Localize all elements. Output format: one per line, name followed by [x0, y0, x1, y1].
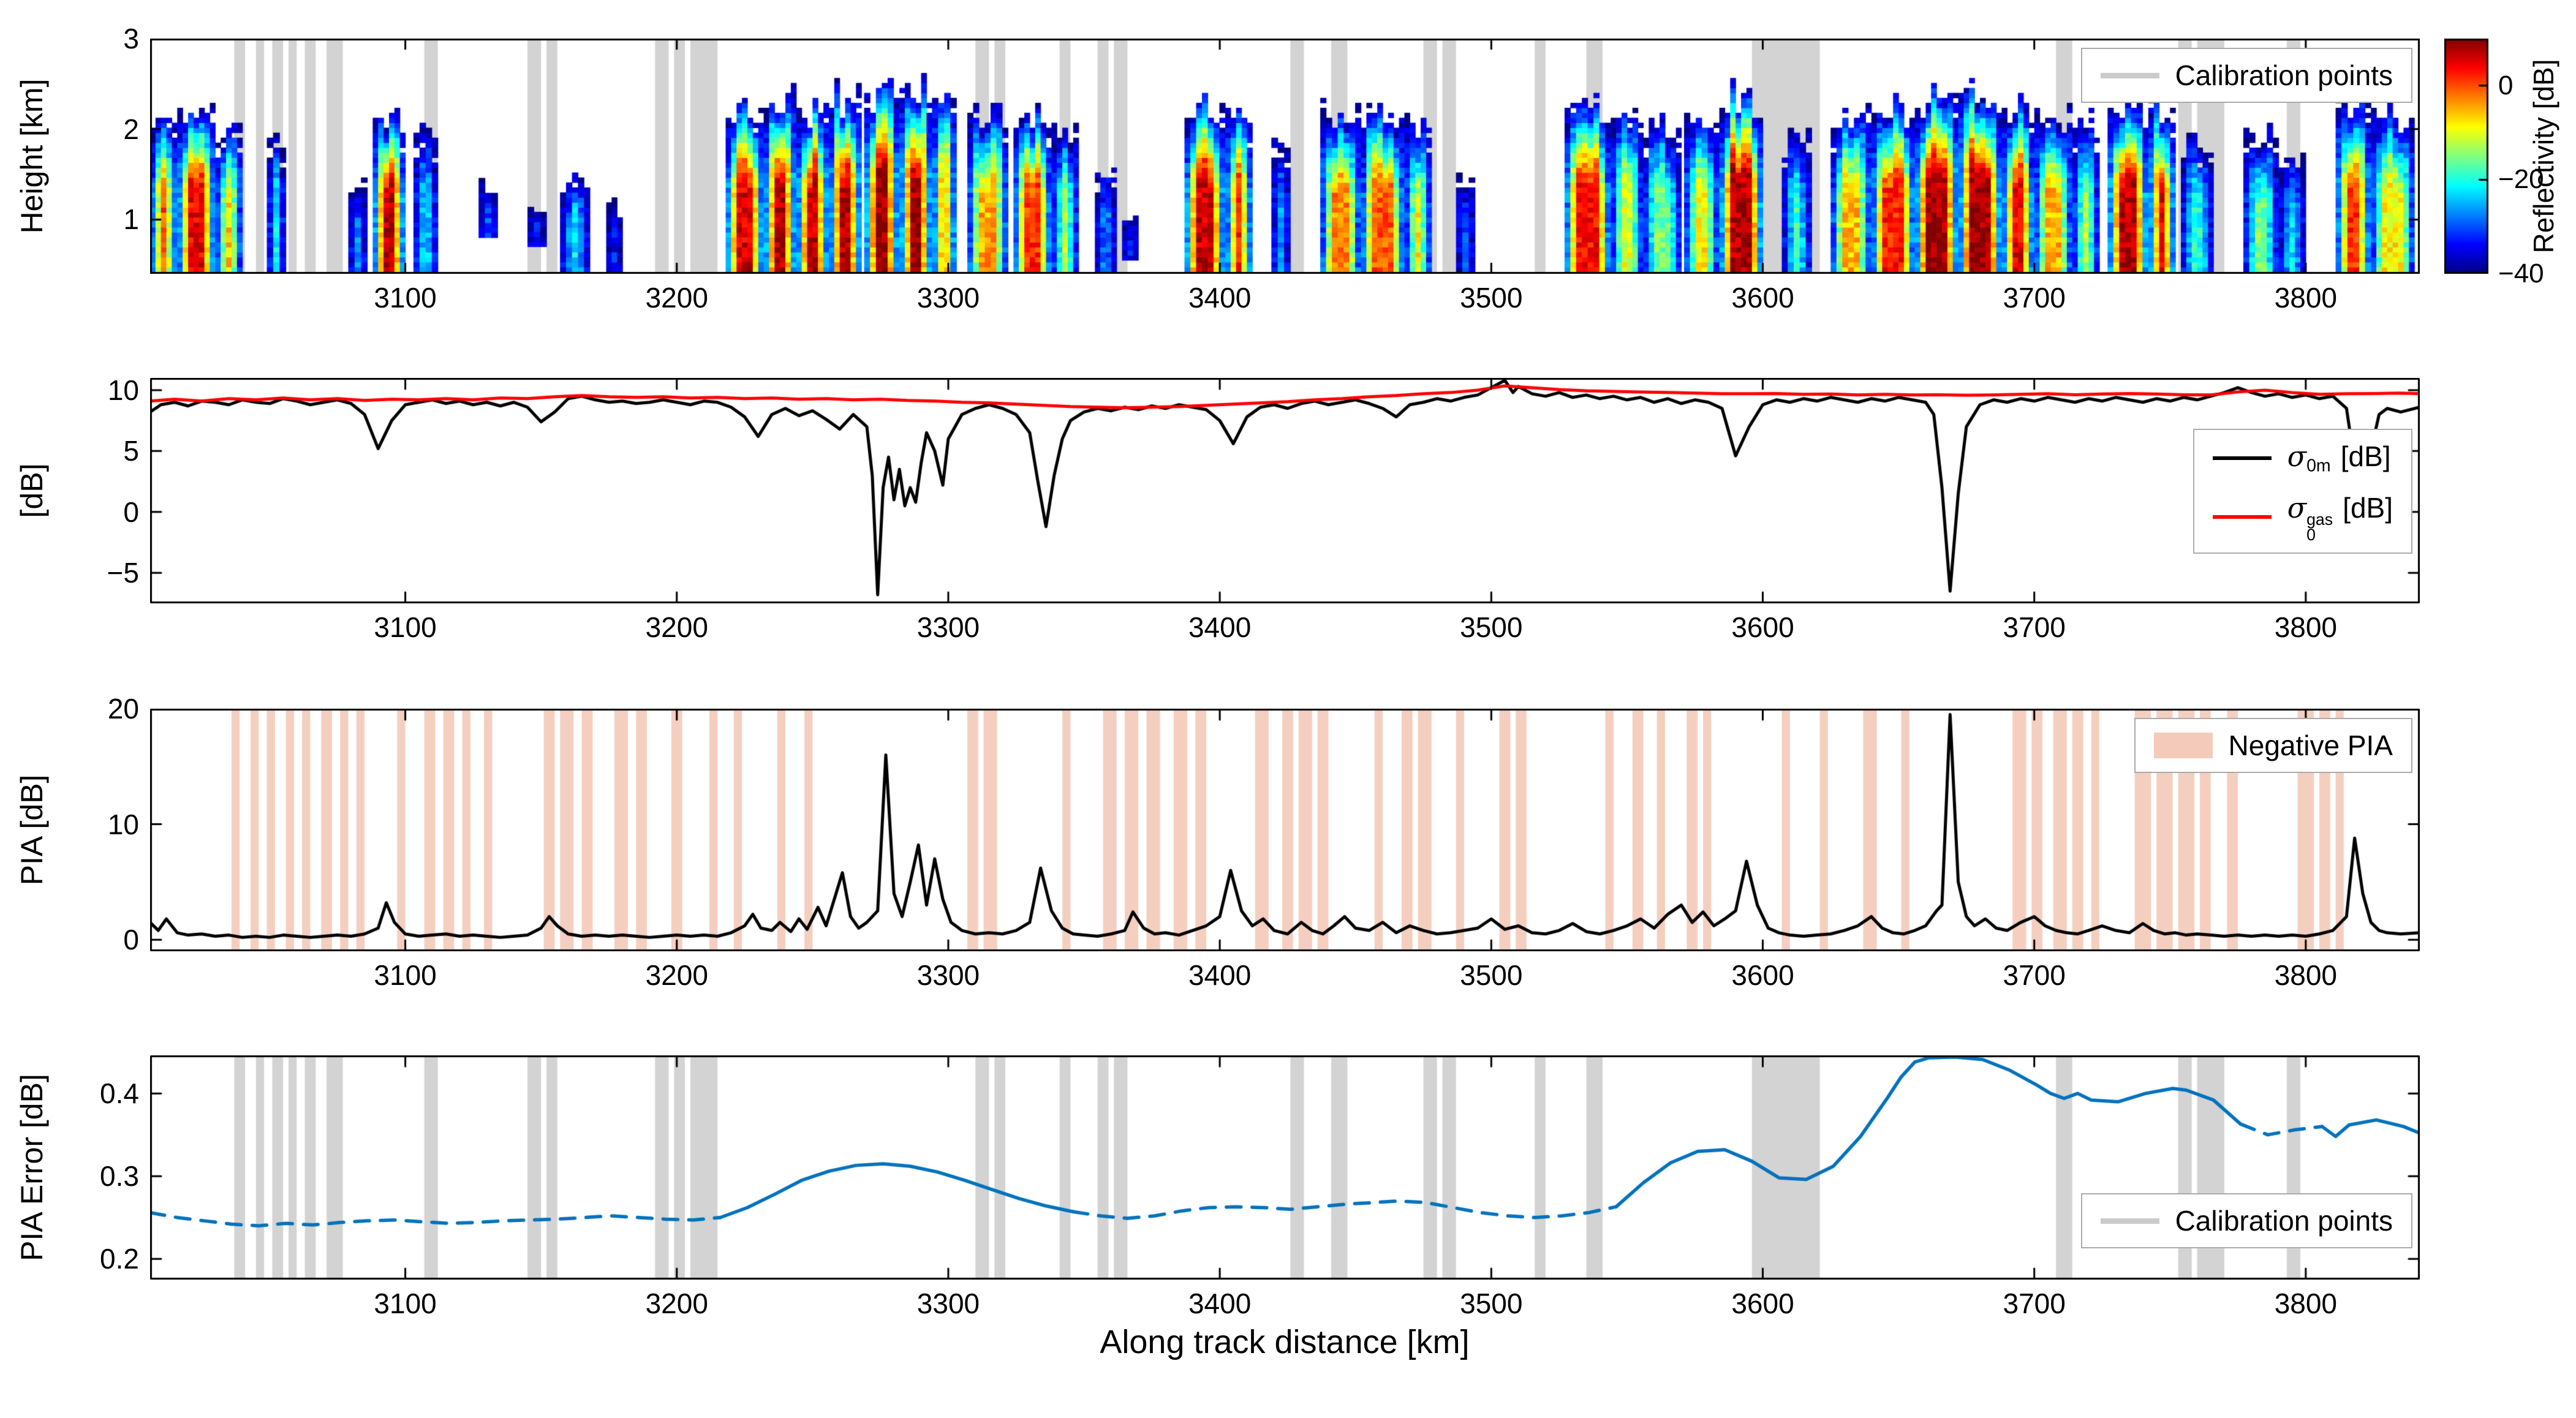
- x-tick-label: 3200: [645, 959, 708, 991]
- x-tick-label: 3800: [2274, 959, 2338, 991]
- legend-entry-sigma-0gas: σ gas 0 [dB]: [2212, 491, 2393, 544]
- x-tick-label: 3200: [645, 282, 708, 314]
- legend-calibration-points-top: Calibration points: [2080, 48, 2412, 103]
- y-tick-label: 3: [123, 23, 139, 55]
- y-tick-label: 0.3: [100, 1160, 139, 1193]
- y-tick-label: 0: [123, 496, 139, 528]
- x-tick-label: 3500: [1460, 611, 1523, 643]
- sigma-0m-line-sample-icon: [2212, 456, 2272, 460]
- y-axis-label-pia: PIA [dB]: [15, 774, 49, 886]
- pia-error-line-canvas: [150, 1055, 2420, 1280]
- colorbar-tick-label: −40: [2498, 258, 2544, 289]
- x-tick-label: 3700: [2003, 959, 2066, 991]
- colorbar-tick-label: 0: [2498, 70, 2514, 100]
- x-tick-label: 3500: [1460, 1288, 1523, 1319]
- x-tick-label: 3300: [916, 1288, 980, 1319]
- x-tick-label: 3800: [2274, 1288, 2338, 1319]
- x-axis-label: Along track distance [km]: [1100, 1324, 1470, 1360]
- sigma-0gas-line-sample-icon: [2212, 515, 2272, 519]
- y-tick-label: 2: [123, 113, 139, 145]
- y-tick-label: 5: [123, 435, 139, 467]
- negative-pia-band-sample-icon: [2153, 733, 2213, 758]
- colorbar-tick-label: −20: [2498, 164, 2544, 195]
- legend-label: σ gas 0 [dB]: [2287, 491, 2393, 544]
- y-tick-label: 10: [107, 374, 139, 406]
- y-axis-label-sigma: [dB]: [15, 463, 49, 518]
- x-tick-label: 3400: [1188, 1288, 1252, 1319]
- x-tick-label: 3800: [2274, 611, 2338, 643]
- x-tick-label: 3600: [1731, 282, 1794, 314]
- y-tick-label: 1: [123, 203, 139, 236]
- y-tick-label: 0: [123, 924, 139, 956]
- x-tick-label: 3400: [1188, 959, 1252, 991]
- y-axis-label-pia-error: PIA Error [dB]: [15, 1074, 49, 1261]
- colorbar-label: Reflectivity [dB]: [2528, 59, 2559, 254]
- x-tick-label: 3600: [1731, 959, 1794, 991]
- legend-sigma: σ0m [dB] σ gas 0 [dB]: [2193, 429, 2412, 554]
- legend-label: Calibration points: [2175, 59, 2393, 91]
- calibration-band-sample-icon: [2100, 1218, 2159, 1224]
- y-tick-label: 20: [107, 693, 139, 725]
- legend-calibration-points-bottom: Calibration points: [2080, 1193, 2412, 1248]
- x-tick-label: 3600: [1731, 1288, 1794, 1319]
- y-tick-label: 10: [107, 808, 139, 840]
- x-tick-label: 3300: [916, 611, 980, 643]
- y-tick-label: 0.2: [100, 1243, 139, 1275]
- x-tick-label: 3100: [374, 1288, 437, 1319]
- legend-label: σ0m [dB]: [2287, 440, 2391, 476]
- sigma-line-canvas: [150, 378, 2420, 603]
- x-tick-label: 3700: [2003, 282, 2066, 314]
- x-tick-label: 3100: [374, 959, 437, 991]
- y-tick-label: −5: [107, 557, 139, 589]
- pia-line-canvas: [150, 709, 2420, 951]
- y-tick-label: 0.4: [100, 1077, 139, 1110]
- legend-label: Calibration points: [2175, 1205, 2393, 1237]
- x-tick-label: 3300: [916, 959, 980, 991]
- x-tick-label: 3700: [2003, 611, 2066, 643]
- legend-label: Negative PIA: [2228, 730, 2393, 761]
- legend-negative-pia: Negative PIA: [2134, 718, 2412, 773]
- x-tick-label: 3300: [916, 282, 980, 314]
- calibration-band-sample-icon: [2100, 72, 2159, 78]
- x-tick-label: 3600: [1731, 611, 1794, 643]
- x-tick-label: 3700: [2003, 1288, 2066, 1319]
- y-axis-label-height: Height [km]: [15, 78, 49, 234]
- x-tick-label: 3400: [1188, 611, 1252, 643]
- x-tick-label: 3400: [1188, 282, 1252, 314]
- x-tick-label: 3100: [374, 611, 437, 643]
- reflectivity-heatmap-canvas: [150, 39, 2420, 274]
- x-tick-label: 3200: [645, 1288, 708, 1319]
- legend-entry-sigma-0m: σ0m [dB]: [2212, 440, 2391, 477]
- x-tick-label: 3100: [374, 282, 437, 314]
- reflectivity-colorbar: [2444, 39, 2488, 274]
- x-tick-label: 3500: [1460, 959, 1523, 991]
- x-tick-label: 3500: [1460, 282, 1523, 314]
- x-tick-label: 3800: [2274, 282, 2338, 314]
- x-tick-label: 3200: [645, 611, 708, 643]
